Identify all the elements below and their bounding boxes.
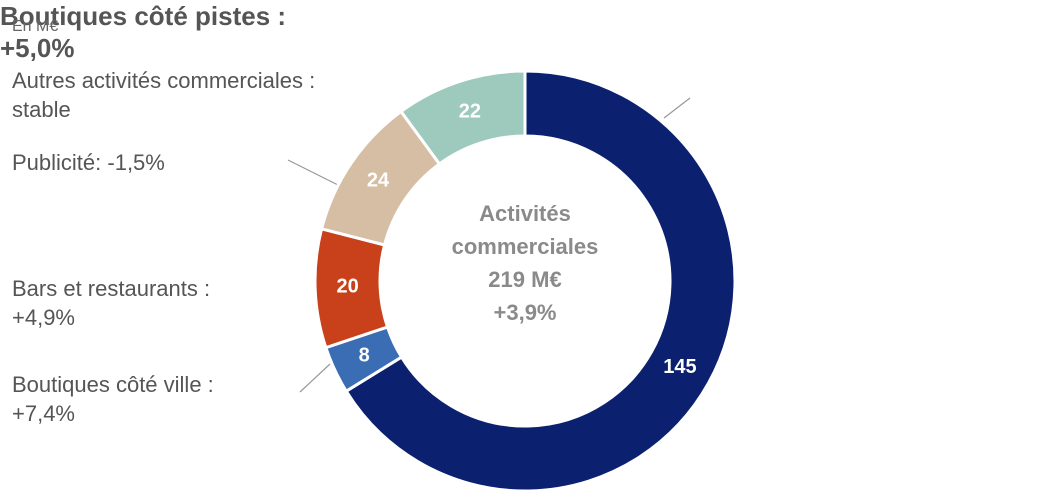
value-label: 20 [336,276,358,298]
leader-line [299,363,331,393]
value-label: 22 [459,101,481,123]
category-label: Autres activités commerciales : stable [12,68,316,122]
value-label: 8 [359,344,370,366]
center-text: Activités [479,201,571,226]
category-label: Bars et restaurants : +4,9% [12,276,211,330]
center-text: commerciales [452,234,599,259]
slice [344,69,737,491]
center-text: +3,9% [494,300,557,325]
category-label: Publicité: -1,5% [12,150,165,175]
leader-line [663,97,691,119]
value-label: 145 [663,356,696,378]
category-label: Boutiques côté pistes : +5,0% [0,1,287,63]
center-text: 219 M€ [488,267,561,292]
category-label: Boutiques côté ville : +7,4% [12,372,214,426]
leader-line [287,159,341,187]
subtitle: En M€ [12,18,59,35]
slice [398,69,527,167]
value-label: 24 [367,170,390,192]
